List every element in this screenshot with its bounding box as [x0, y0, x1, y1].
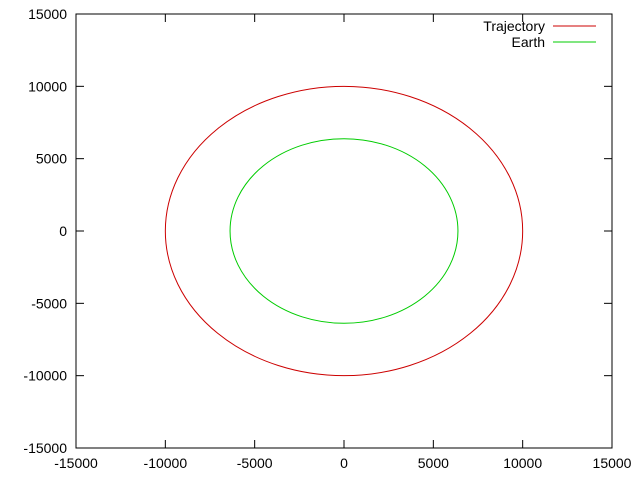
x-tick-label: 15000 [593, 455, 632, 471]
y-tick-label: -10000 [23, 368, 67, 384]
x-tick-label: -5000 [237, 455, 273, 471]
x-tick-label: 10000 [503, 455, 542, 471]
legend-label-trajectory: Trajectory [483, 18, 545, 34]
series-layer [164, 85, 524, 377]
axis-ticks: -15000 -10000 -5000 0 5000 10000 15000 -15000 -1… [23, 6, 631, 471]
x-tick-label: 5000 [418, 455, 449, 471]
legend-label-earth: Earth [512, 34, 545, 50]
y-tick-label: 0 [59, 223, 67, 239]
x-tick-label: -10000 [144, 455, 188, 471]
y-tick-label: -5000 [31, 295, 67, 311]
earth-series-line [229, 138, 459, 324]
y-tick-label: 5000 [36, 151, 67, 167]
plot-frame [75, 13, 613, 449]
trajectory-series-line [164, 85, 524, 377]
y-tick-label: 10000 [28, 78, 67, 94]
y-tick-label: 15000 [28, 6, 67, 22]
y-tick-label: -15000 [23, 440, 67, 456]
x-tick-label: 0 [340, 455, 348, 471]
x-tick-label: -15000 [54, 455, 98, 471]
